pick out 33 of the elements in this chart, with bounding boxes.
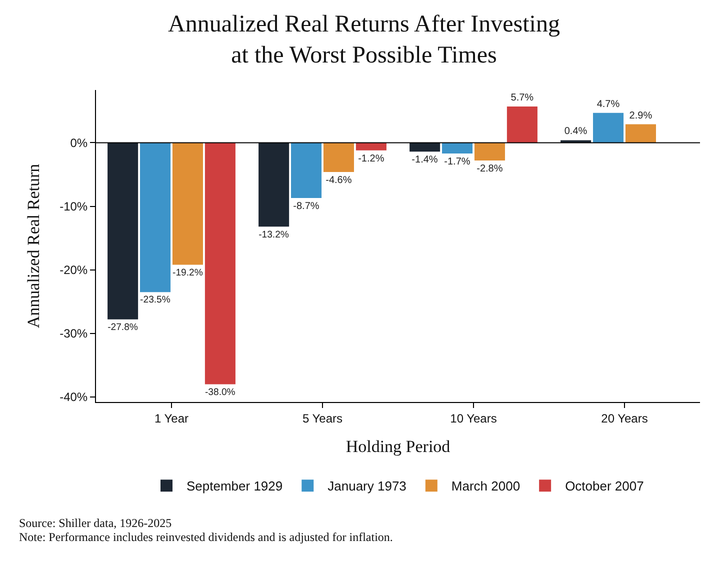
data-label: -1.2%	[358, 153, 384, 164]
x-axis-title: Holding Period	[346, 436, 451, 456]
data-label: 2.9%	[629, 110, 652, 122]
data-label: -1.4%	[412, 154, 438, 166]
y-axis-title: Annualized Real Return	[24, 163, 44, 328]
data-label: -27.8%	[108, 322, 138, 334]
legend-label: October 2007	[565, 478, 644, 494]
x-tick-label: 1 Year	[154, 411, 189, 426]
data-label: -1.7%	[444, 156, 470, 168]
data-label: -8.7%	[293, 201, 320, 212]
x-tick-label: 5 Years	[302, 411, 343, 426]
source-note: Source: Shiller data, 1926-2025	[19, 516, 172, 530]
data-label: -4.6%	[326, 174, 352, 186]
legend-label: March 2000	[451, 478, 520, 494]
data-label: 5.7%	[510, 92, 534, 104]
y-tick-label: 0%	[70, 136, 88, 150]
x-tick-label: 20 Years	[601, 411, 648, 426]
data-label: -13.2%	[258, 229, 290, 240]
data-label: -23.5%	[140, 294, 171, 306]
data-label: 0.4%	[564, 126, 588, 138]
legend-label: January 1973	[328, 478, 406, 494]
legend-label: September 1929	[186, 478, 283, 494]
text: Note: Performance includes reinvested dividends and is adjusted for inflation.	[19, 530, 393, 544]
chart-title: Annualized Real Returns After Investing at the Worst Possible Times	[168, 11, 560, 69]
y-tick-label: -20%	[60, 263, 88, 278]
data-label: -19.2%	[172, 267, 204, 278]
y-tick-label: -40%	[60, 390, 88, 404]
y-tick-label: -30%	[60, 326, 88, 341]
x-tick-label: 10 Years	[450, 411, 497, 426]
data-label: 4.7%	[596, 98, 620, 110]
data-label: -2.8%	[476, 164, 503, 175]
data-label: -38.0%	[204, 386, 236, 398]
y-tick-label: -10%	[60, 199, 88, 214]
